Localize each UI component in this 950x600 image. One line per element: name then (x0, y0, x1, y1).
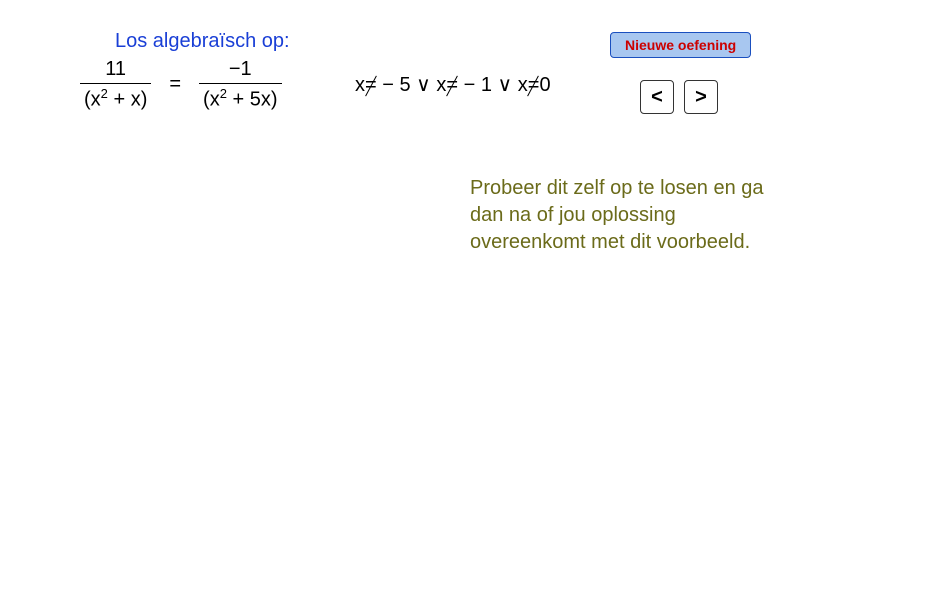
neq-icon: = (365, 74, 377, 97)
instruction-text: Probeer dit zelf op te losen en ga dan n… (470, 175, 780, 256)
denominator-left: (x2 + x) (80, 83, 151, 112)
fraction-right: −1 (x2 + 5x) (199, 58, 281, 112)
exercise-title: Los algebraïsch op: (115, 30, 290, 53)
new-exercise-button[interactable]: Nieuwe oefening (610, 32, 751, 58)
numerator-right: −1 (225, 58, 256, 83)
neq-icon: = (528, 74, 540, 97)
neq-icon: = (446, 74, 458, 97)
prev-button[interactable]: < (640, 80, 674, 114)
equation: 11 (x2 + x) = −1 (x2 + 5x) (80, 58, 282, 112)
domain-conditions: x= − 5 ∨ x= − 1 ∨ x=0 (355, 72, 551, 97)
numerator-left: 11 (101, 58, 130, 83)
nav-button-group: < > (640, 80, 718, 114)
denominator-right: (x2 + 5x) (199, 83, 281, 112)
equals-sign: = (163, 73, 187, 96)
fraction-left: 11 (x2 + x) (80, 58, 151, 112)
next-button[interactable]: > (684, 80, 718, 114)
